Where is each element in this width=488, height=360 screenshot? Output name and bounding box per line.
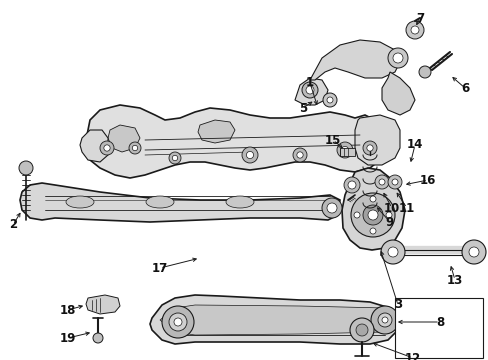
Text: 2: 2 xyxy=(9,219,17,231)
Polygon shape xyxy=(341,168,404,250)
Circle shape xyxy=(387,48,407,68)
Circle shape xyxy=(305,86,313,94)
Text: 17: 17 xyxy=(152,261,168,274)
Text: 5: 5 xyxy=(298,102,306,114)
Text: 16: 16 xyxy=(419,174,435,186)
Text: 7: 7 xyxy=(415,12,423,24)
Circle shape xyxy=(323,93,336,107)
Text: 9: 9 xyxy=(385,216,393,229)
Circle shape xyxy=(374,175,388,189)
Polygon shape xyxy=(160,305,389,335)
Circle shape xyxy=(387,175,401,189)
Circle shape xyxy=(169,152,181,164)
Circle shape xyxy=(172,155,177,161)
Polygon shape xyxy=(80,130,108,162)
Circle shape xyxy=(246,152,253,159)
Text: 10: 10 xyxy=(383,202,399,215)
Polygon shape xyxy=(339,148,354,156)
Polygon shape xyxy=(108,125,140,152)
Circle shape xyxy=(385,212,391,218)
Ellipse shape xyxy=(146,196,174,208)
Ellipse shape xyxy=(225,196,253,208)
Circle shape xyxy=(350,193,394,237)
Polygon shape xyxy=(20,183,339,222)
Polygon shape xyxy=(85,105,389,178)
Text: 1: 1 xyxy=(305,77,313,90)
Circle shape xyxy=(370,306,398,334)
Circle shape xyxy=(343,177,359,193)
Circle shape xyxy=(366,145,372,151)
Circle shape xyxy=(162,306,194,338)
Polygon shape xyxy=(294,78,327,105)
Circle shape xyxy=(410,26,418,34)
Text: 14: 14 xyxy=(406,139,422,152)
Circle shape xyxy=(129,142,141,154)
Circle shape xyxy=(103,145,110,151)
Circle shape xyxy=(336,142,352,158)
Circle shape xyxy=(19,161,33,175)
Circle shape xyxy=(326,203,336,213)
Circle shape xyxy=(380,240,404,264)
Circle shape xyxy=(302,82,317,98)
Circle shape xyxy=(362,205,382,225)
Text: 12: 12 xyxy=(404,351,420,360)
Circle shape xyxy=(461,240,485,264)
Text: 13: 13 xyxy=(446,274,462,287)
Text: 19: 19 xyxy=(60,332,76,345)
Circle shape xyxy=(292,148,306,162)
Ellipse shape xyxy=(66,196,94,208)
Circle shape xyxy=(369,228,375,234)
Polygon shape xyxy=(354,115,399,165)
Circle shape xyxy=(392,53,402,63)
Circle shape xyxy=(321,198,341,218)
Circle shape xyxy=(468,247,478,257)
Circle shape xyxy=(377,313,391,327)
Circle shape xyxy=(169,313,186,331)
Circle shape xyxy=(405,21,423,39)
Circle shape xyxy=(326,97,332,103)
Circle shape xyxy=(93,333,103,343)
Polygon shape xyxy=(381,72,414,115)
Circle shape xyxy=(381,317,387,323)
Polygon shape xyxy=(86,295,120,314)
Circle shape xyxy=(378,179,384,185)
Circle shape xyxy=(132,145,138,151)
Polygon shape xyxy=(309,40,399,80)
Text: 15: 15 xyxy=(324,134,341,147)
Circle shape xyxy=(362,141,376,155)
Circle shape xyxy=(349,318,373,342)
Circle shape xyxy=(347,181,355,189)
Circle shape xyxy=(355,324,367,336)
Circle shape xyxy=(174,318,182,326)
Text: 8: 8 xyxy=(435,315,443,328)
Circle shape xyxy=(369,196,375,202)
Polygon shape xyxy=(150,295,399,344)
Polygon shape xyxy=(198,120,235,143)
Circle shape xyxy=(100,141,114,155)
Text: 6: 6 xyxy=(460,81,468,94)
Circle shape xyxy=(387,247,397,257)
Text: 11: 11 xyxy=(398,202,414,215)
FancyBboxPatch shape xyxy=(394,298,482,358)
Circle shape xyxy=(341,147,348,154)
Circle shape xyxy=(242,147,258,163)
Circle shape xyxy=(418,66,430,78)
Circle shape xyxy=(391,179,397,185)
Circle shape xyxy=(367,210,377,220)
Circle shape xyxy=(296,152,303,158)
Text: 18: 18 xyxy=(60,303,76,316)
Circle shape xyxy=(353,212,359,218)
Text: 3: 3 xyxy=(393,298,401,311)
